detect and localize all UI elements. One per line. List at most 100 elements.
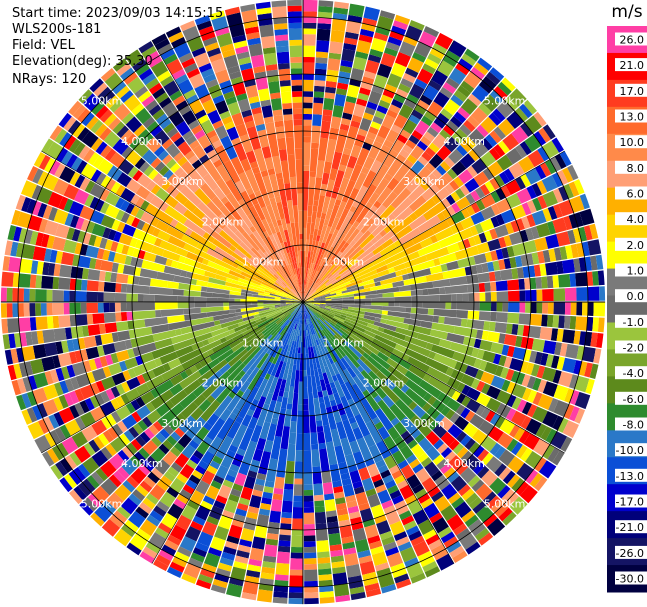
range-gate	[403, 520, 417, 531]
range-gate	[456, 144, 468, 157]
range-gate	[464, 514, 479, 528]
range-gate	[453, 89, 468, 102]
range-gate	[468, 128, 485, 145]
range-gate	[423, 26, 440, 38]
range-gate	[362, 142, 372, 151]
range-gate	[383, 378, 397, 391]
range-gate	[533, 111, 547, 127]
range-gate	[541, 314, 548, 327]
range-gate	[361, 477, 375, 492]
range-gate	[365, 488, 377, 497]
range-gate	[336, 508, 349, 516]
range-gate	[324, 319, 343, 337]
range-gate	[451, 132, 464, 145]
range-gate	[385, 41, 400, 52]
range-gate	[383, 541, 397, 552]
range-gate	[282, 489, 294, 502]
range-gate	[292, 506, 303, 519]
range-gate	[460, 450, 473, 463]
range-gate	[437, 526, 453, 539]
range-gate	[353, 486, 365, 495]
range-gate	[364, 329, 376, 338]
range-gate	[437, 443, 449, 454]
range-gate	[357, 128, 368, 137]
range-gate	[386, 257, 404, 269]
range-gate	[391, 336, 410, 348]
range-gate	[446, 260, 459, 271]
range-gate	[384, 350, 392, 358]
range-gate	[303, 79, 314, 92]
range-gate	[456, 431, 467, 443]
range-gate	[506, 394, 517, 408]
range-gate	[372, 338, 395, 353]
range-gate	[380, 583, 397, 594]
range-gate	[288, 432, 297, 445]
range-gate	[459, 153, 476, 169]
range-gate	[377, 269, 390, 278]
range-gate	[429, 265, 443, 275]
range-gate	[497, 81, 512, 96]
range-gate	[414, 104, 427, 116]
range-gate	[527, 149, 545, 168]
range-gate	[306, 335, 311, 348]
range-gate	[523, 99, 537, 115]
range-gate	[367, 140, 383, 160]
range-gate	[313, 91, 325, 98]
range-gate	[505, 323, 513, 335]
range-gate	[319, 337, 329, 354]
range-gate	[319, 303, 343, 309]
range-gate	[583, 225, 593, 241]
range-gate	[545, 354, 554, 368]
range-gate	[450, 115, 463, 128]
range-gate	[381, 191, 398, 209]
range-gate	[391, 197, 413, 218]
range-gate	[309, 171, 317, 178]
range-gate	[298, 381, 303, 405]
range-gate	[314, 293, 337, 300]
range-gate	[333, 380, 345, 398]
range-gate	[313, 333, 318, 340]
range-gate	[454, 415, 470, 431]
range-gate	[341, 246, 356, 262]
range-gate	[306, 306, 314, 316]
range-gate	[330, 239, 347, 261]
range-gate	[334, 445, 346, 464]
range-gate	[558, 186, 569, 201]
range-gate	[412, 463, 424, 474]
range-gate	[433, 308, 457, 318]
range-gate	[508, 162, 525, 179]
range-gate	[505, 147, 523, 165]
range-gate	[495, 248, 504, 260]
range-gate	[468, 293, 474, 302]
range-gate	[358, 287, 371, 293]
range-gate	[451, 496, 465, 509]
range-gate	[367, 54, 382, 64]
range-gate	[503, 258, 512, 270]
range-gate	[410, 535, 425, 547]
range-gate	[351, 114, 363, 123]
range-gate	[371, 297, 395, 302]
range-gate	[311, 211, 317, 224]
range-gate	[472, 501, 487, 514]
range-gate	[497, 485, 511, 499]
range-gate	[560, 436, 573, 452]
range-gate	[509, 358, 524, 372]
range-gate	[383, 455, 398, 470]
range-gate	[460, 407, 471, 419]
range-gate	[313, 97, 324, 104]
range-gate	[349, 252, 361, 263]
range-gate	[473, 171, 489, 187]
range-gate	[365, 293, 383, 299]
range-gate	[303, 293, 325, 302]
range-gate	[291, 392, 299, 416]
range-gate	[445, 194, 456, 206]
range-gate	[427, 376, 452, 395]
range-gate	[352, 426, 364, 441]
range-gate	[374, 317, 382, 323]
range-gate	[348, 296, 355, 300]
range-gate	[330, 116, 342, 130]
range-gate	[379, 243, 397, 257]
range-gate	[291, 529, 303, 536]
range-gate	[564, 388, 575, 404]
range-gate	[391, 98, 404, 109]
